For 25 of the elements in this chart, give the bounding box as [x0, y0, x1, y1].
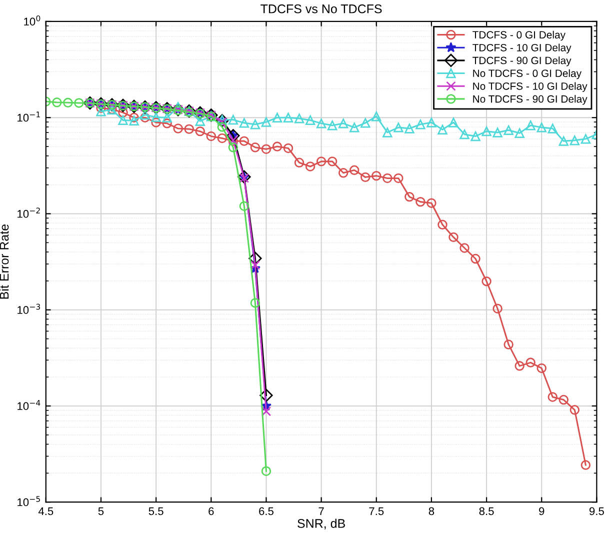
legend-label: No TDCFS - 0 GI Delay — [473, 69, 582, 80]
y-tick-label: 10$^{−1}$ — [18, 112, 40, 122]
x-axis-title: SNR, dB — [298, 518, 345, 530]
legend-label: TDCFS - 0 GI Delay — [472, 30, 566, 41]
legend-label: TDCFS - 10 GI Delay — [472, 44, 572, 54]
x-tick-label: 7 — [318, 507, 324, 516]
x-tick-label: 5 — [98, 507, 104, 516]
y-tick-label: 10$^{−4}$ — [18, 400, 40, 410]
x-tick-label: 8 — [428, 507, 434, 516]
x-tick-label: 9 — [539, 507, 544, 516]
x-tick-label: 7.5 — [369, 507, 384, 516]
y-tick-label: 10$^{−5}$ — [18, 496, 40, 506]
x-tick-label: 6 — [208, 507, 214, 516]
y-tick-label: 10$^{−2}$ — [18, 208, 40, 218]
legend-label: TDCFS - 90 GI Delay — [472, 56, 572, 66]
x-tick-label: 5.5 — [148, 507, 164, 516]
legend-label: No TDCFS - 90 GI Delay — [473, 95, 588, 105]
y-tick-label: 10$^{0}$ — [24, 15, 40, 26]
y-tick-label: 10$^{−3}$ — [18, 304, 40, 314]
x-tick-label: 8.5 — [479, 507, 494, 516]
x-tick-label: 6.5 — [259, 507, 274, 516]
x-tick-label: 4.5 — [38, 507, 54, 516]
legend-label: No TDCFS - 10 GI Delay — [473, 82, 588, 92]
x-tick-label: 9.5 — [590, 507, 604, 516]
chart-title: TDCFS vs No TDCFS — [260, 4, 382, 14]
